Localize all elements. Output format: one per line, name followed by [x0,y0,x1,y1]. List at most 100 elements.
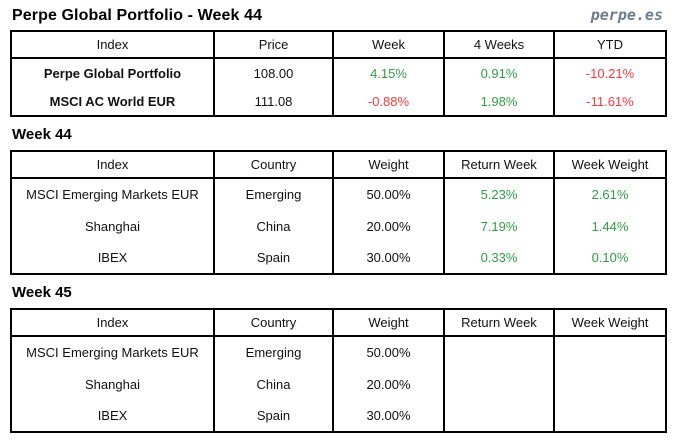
cell-index: Shanghai [10,368,215,400]
cell-week-return: -0.88% [332,87,445,116]
cell-week-return: 4.15% [332,58,445,87]
table-row: IBEX Spain 30.00% 0.33% 0.10% [10,242,667,274]
cell-return-week: 0.33% [443,242,555,274]
index-name: MSCI AC World EUR [49,93,176,109]
cell-weight: 20.00% [332,210,445,242]
cell-index: IBEX [10,400,215,432]
cell-index: MSCI Emerging Markets EUR [10,336,215,368]
country-name: China [256,376,291,392]
column-header-weight: Weight [332,308,445,337]
report-page: Perpe Global Portfolio - Week 44 perpe.e… [10,6,667,433]
table-row: MSCI Emerging Markets EUR Emerging 50.00… [10,178,667,210]
cell-return-week: 5.23% [443,178,555,210]
cell-weight: 50.00% [332,178,445,210]
table-row: MSCI AC World EUR 111.08 -0.88% 1.98% -1… [10,87,667,116]
index-name: MSCI Emerging Markets EUR [26,187,199,202]
cell-country: China [213,210,334,242]
column-header-ytd: YTD [553,30,667,59]
cell-index: MSCI Emerging Markets EUR [10,178,215,210]
report-header: Perpe Global Portfolio - Week 44 perpe.e… [12,6,663,25]
column-header-week-weight: Week Weight [553,150,667,179]
column-header-country: Country [213,308,334,337]
index-name: MSCI Emerging Markets EUR [26,345,199,360]
weight-value: 50.00% [366,187,411,202]
country-name: China [256,218,291,234]
cell-index: MSCI AC World EUR [10,87,215,116]
weight-value: 20.00% [366,376,411,392]
section-title-week44: Week 44 [12,126,72,143]
column-header-4weeks: 4 Weeks [443,30,555,59]
cell-price: 108.00 [213,58,334,87]
cell-week-weight: 0.10% [553,242,667,274]
cell-ytd-return: -10.21% [553,58,667,87]
table-row: Shanghai China 20.00% 7.19% 1.44% [10,210,667,242]
cell-country: China [213,368,334,400]
cell-ytd-return: -11.61% [553,87,667,116]
column-header-week: Week [332,30,445,59]
table-row: Perpe Global Portfolio 108.00 4.15% 0.91… [10,58,667,87]
weight-value: 20.00% [366,218,411,234]
week44-table: Index Country Weight Return Week Week We… [10,150,667,275]
week-return-value: -0.88% [367,93,410,109]
cell-country: Spain [213,400,334,432]
week45-header-row: Index Country Weight Return Week Week We… [10,308,667,337]
column-header-country: Country [213,150,334,179]
cell-4weeks-return: 1.98% [443,87,555,116]
cell-return-week [443,368,555,400]
column-header-week-weight: Week Weight [553,308,667,337]
cell-weight: 30.00% [332,400,445,432]
cell-country: Spain [213,242,334,274]
cell-return-week [443,336,555,368]
cell-4weeks-return: 0.91% [443,58,555,87]
cell-index: Perpe Global Portfolio [10,58,215,87]
column-header-return-week: Return Week [443,308,555,337]
cell-week-weight: 1.44% [553,210,667,242]
column-header-index: Index [10,308,215,337]
cell-week-weight [553,336,667,368]
cell-price: 111.08 [213,87,334,116]
portfolio-summary-table: Index Price Week 4 Weeks YTD Perpe Globa… [10,30,667,117]
column-header-price: Price [213,30,334,59]
cell-weight: 50.00% [332,336,445,368]
cell-return-week [443,400,555,432]
brand-logo: perpe.es [590,6,663,24]
cell-country: Emerging [213,336,334,368]
column-header-weight: Weight [332,150,445,179]
country-name: Spain [256,250,291,265]
section-title-week45: Week 45 [12,284,72,301]
week45-table: Index Country Weight Return Week Week We… [10,308,667,433]
weight-value: 50.00% [366,345,411,360]
cell-index: Shanghai [10,210,215,242]
week-return-value: 4.15% [370,65,407,81]
country-name: Spain [256,408,291,423]
week-weight-value: 1.44% [591,218,629,234]
return-week-value: 5.23% [480,187,518,202]
summary-header-row: Index Price Week 4 Weeks YTD [10,30,667,59]
country-name: Emerging [245,187,302,202]
ytd-return-value: -10.21% [585,65,635,81]
cell-week-weight: 2.61% [553,178,667,210]
price-value: 108.00 [253,65,294,81]
return-week-value: 7.19% [480,218,518,234]
cell-index: IBEX [10,242,215,274]
page-title: Perpe Global Portfolio - Week 44 [12,7,263,24]
4weeks-return-value: 0.91% [480,65,518,81]
index-name: IBEX [97,250,128,265]
cell-week-weight [553,400,667,432]
cell-country: Emerging [213,178,334,210]
week-weight-value: 2.61% [591,187,629,202]
price-value: 111.08 [254,93,293,109]
ytd-return-value: -11.61% [586,93,634,109]
weight-value: 30.00% [366,250,411,265]
column-header-return-week: Return Week [443,150,555,179]
index-name: IBEX [97,408,128,423]
weight-value: 30.00% [366,408,411,423]
4weeks-return-value: 1.98% [480,93,518,109]
table-row: MSCI Emerging Markets EUR Emerging 50.00… [10,336,667,368]
index-name: Shanghai [85,218,140,234]
week-weight-value: 0.10% [591,250,629,265]
column-header-index: Index [10,30,215,59]
country-name: Emerging [245,345,302,360]
cell-week-weight [553,368,667,400]
index-name: Shanghai [85,376,140,392]
